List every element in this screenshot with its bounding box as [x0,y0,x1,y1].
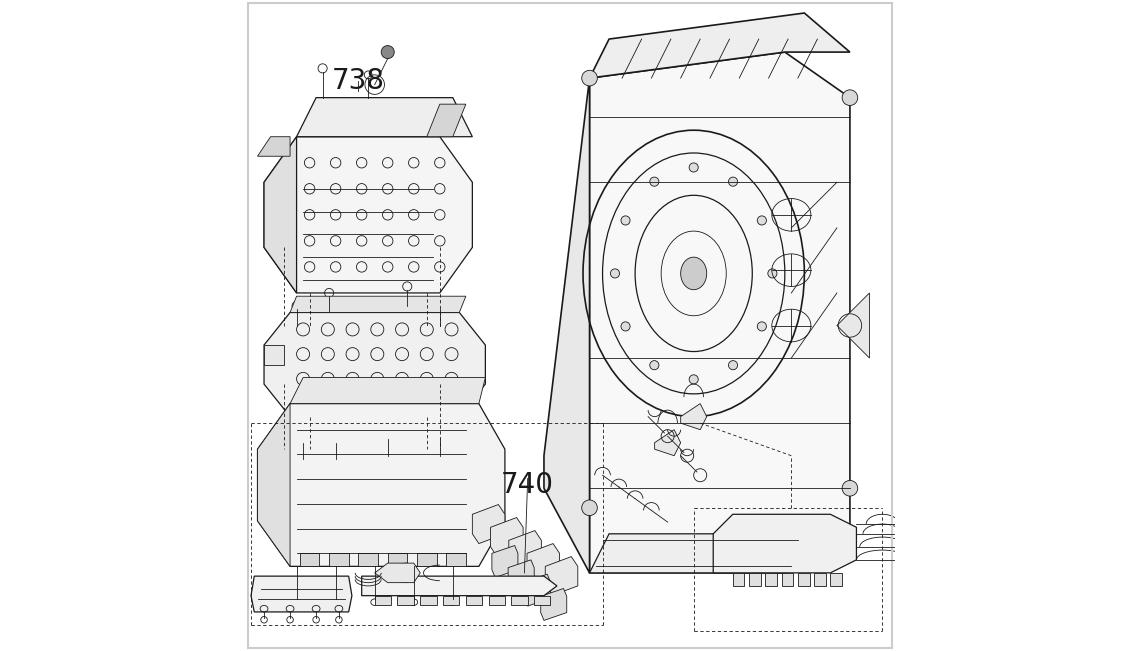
Polygon shape [398,596,414,605]
Polygon shape [264,137,296,293]
Polygon shape [589,52,850,573]
Polygon shape [251,576,352,612]
Polygon shape [540,589,567,620]
Polygon shape [681,404,707,430]
Ellipse shape [690,375,698,384]
Polygon shape [589,13,850,78]
Ellipse shape [610,269,619,278]
Polygon shape [388,553,407,566]
Ellipse shape [690,163,698,172]
Polygon shape [329,553,349,566]
Polygon shape [300,553,319,566]
Polygon shape [258,137,290,156]
Polygon shape [837,293,870,358]
Ellipse shape [757,322,766,331]
Polygon shape [489,596,505,605]
Polygon shape [782,573,793,586]
Polygon shape [361,576,557,596]
Polygon shape [443,596,459,605]
Polygon shape [264,312,486,417]
Polygon shape [545,557,578,596]
Polygon shape [524,574,551,606]
Polygon shape [296,98,472,137]
Polygon shape [544,78,589,573]
Ellipse shape [728,361,738,370]
Ellipse shape [581,500,597,516]
Polygon shape [814,573,825,586]
Polygon shape [491,546,518,577]
Polygon shape [426,104,466,137]
Ellipse shape [728,177,738,186]
Ellipse shape [842,480,857,496]
Polygon shape [508,531,542,570]
Polygon shape [589,534,805,573]
Polygon shape [490,518,523,557]
Polygon shape [466,596,482,605]
Polygon shape [512,596,528,605]
Polygon shape [258,404,290,566]
Ellipse shape [381,46,394,59]
Polygon shape [358,553,378,566]
Polygon shape [421,596,437,605]
Polygon shape [714,514,856,573]
Ellipse shape [757,216,766,225]
Polygon shape [472,505,505,544]
Polygon shape [535,596,551,605]
Polygon shape [447,553,466,566]
Polygon shape [258,404,505,566]
Polygon shape [375,563,421,583]
Polygon shape [798,573,809,586]
Polygon shape [375,596,391,605]
Ellipse shape [621,216,630,225]
Polygon shape [527,544,560,583]
Polygon shape [264,137,472,293]
Ellipse shape [842,90,857,105]
Ellipse shape [581,70,597,86]
Ellipse shape [650,361,659,370]
Ellipse shape [681,257,707,290]
Polygon shape [765,573,777,586]
Ellipse shape [621,322,630,331]
Polygon shape [264,345,284,365]
Polygon shape [290,296,466,312]
Polygon shape [417,553,437,566]
Ellipse shape [768,269,777,278]
Text: 740: 740 [502,471,554,499]
Polygon shape [508,560,535,592]
Polygon shape [654,430,681,456]
Polygon shape [749,573,760,586]
Ellipse shape [650,177,659,186]
Polygon shape [290,378,486,404]
Polygon shape [733,573,744,586]
Polygon shape [830,573,842,586]
Text: 738: 738 [332,67,385,96]
